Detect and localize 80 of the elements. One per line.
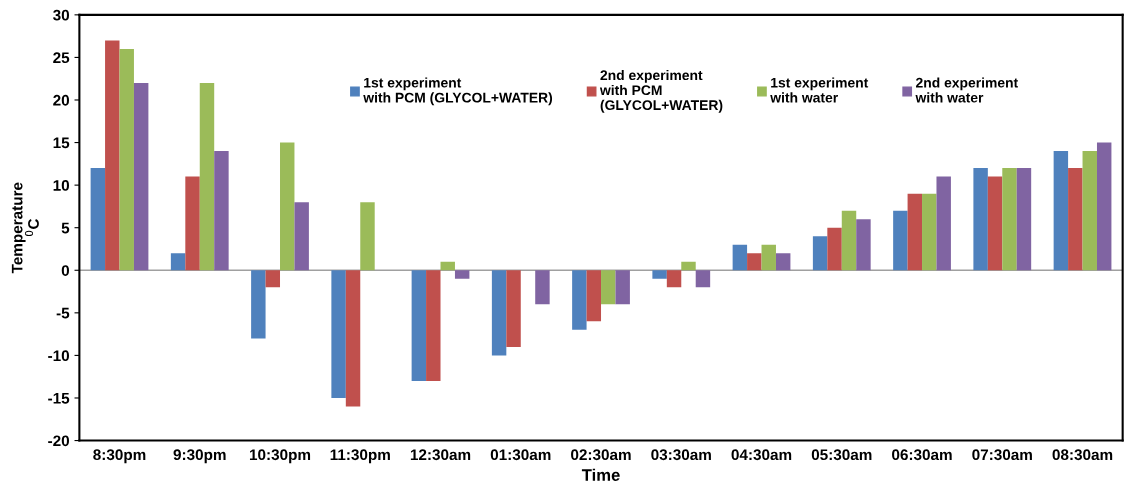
bar (1082, 151, 1097, 271)
y-tick-label: -15 (48, 393, 70, 404)
x-tick-label: 11:30pm (330, 449, 390, 464)
bar (615, 270, 630, 305)
bar (426, 270, 441, 381)
bar (1068, 168, 1083, 271)
bar (411, 270, 427, 381)
x-tick-label: 10:30pm (249, 449, 311, 464)
bar (652, 270, 667, 279)
bar (681, 261, 696, 271)
bar (827, 227, 842, 271)
y-tick-label: 25 (53, 52, 70, 64)
bar (199, 82, 215, 271)
bar (586, 270, 602, 322)
bar (601, 270, 616, 305)
bar (812, 236, 828, 271)
bar (251, 270, 266, 339)
bar (1053, 151, 1069, 271)
bar (1002, 168, 1017, 271)
x-tick-label: 01:30am (490, 449, 551, 461)
y-axis-title: Temperature $^{0}$C (11, 182, 39, 274)
x-axis-title: Time (581, 468, 620, 481)
bar (105, 40, 120, 271)
x-tick-label: 12:30am (410, 449, 471, 461)
x-tick-label: 8:30pm (93, 449, 146, 464)
legend-label: 1st experiment with water (770, 77, 869, 103)
bar (170, 253, 186, 271)
bar (265, 270, 281, 288)
bar (987, 176, 1003, 271)
x-tick-label: 08:30am (1052, 449, 1113, 461)
bar (1096, 142, 1112, 271)
x-tick-label: 05:30am (811, 449, 872, 461)
bar (294, 202, 309, 271)
y-tick-label: 30 (53, 9, 70, 21)
bar (214, 151, 229, 271)
bar (666, 270, 682, 288)
bar (922, 193, 937, 271)
x-tick-label: 06:30am (892, 449, 952, 461)
legend-label: 2nd experiment with PCM (GLYCOL+WATER) (599, 69, 723, 113)
bar (893, 210, 908, 271)
bar (491, 270, 507, 356)
bar (907, 193, 923, 271)
y-tick-label: 0 (61, 265, 70, 276)
bar (280, 142, 295, 271)
y-tick-label: 15 (53, 137, 70, 149)
bar (331, 270, 346, 398)
y-tick-label: -5 (56, 307, 70, 319)
legend-label: 1st experiment with PCM (GLYCOL+WATER) (363, 77, 553, 106)
bar (345, 270, 361, 407)
bar (185, 176, 200, 271)
y-tick-label: -10 (48, 350, 70, 362)
bar (90, 168, 106, 271)
bar (936, 176, 951, 271)
y-tick-label: -20 (48, 435, 70, 447)
bar (856, 219, 871, 271)
x-tick-label: 02:30am (571, 449, 631, 461)
y-tick-label: 20 (53, 94, 70, 106)
bar (973, 168, 988, 271)
bar (133, 82, 149, 271)
bar (841, 210, 857, 271)
bar (747, 253, 762, 271)
bar (440, 261, 455, 271)
x-tick-label: 9:30pm (173, 449, 226, 464)
legend-label: 2nd experiment with water (915, 77, 1019, 103)
bar (119, 48, 134, 271)
x-tick-label: 03:30am (651, 449, 711, 461)
bar (572, 270, 587, 330)
bar (761, 244, 776, 271)
bar (775, 253, 791, 271)
bar (1016, 168, 1032, 271)
bar (535, 270, 550, 305)
y-tick-label: 10 (53, 180, 70, 191)
bar (695, 270, 711, 288)
bar (360, 202, 375, 271)
bar (506, 270, 521, 347)
bar (454, 270, 470, 279)
y-tick-label: 5 (61, 222, 70, 234)
x-tick-label: 04:30am (731, 449, 792, 461)
x-tick-label: 07:30am (972, 449, 1032, 461)
bar (732, 244, 748, 271)
